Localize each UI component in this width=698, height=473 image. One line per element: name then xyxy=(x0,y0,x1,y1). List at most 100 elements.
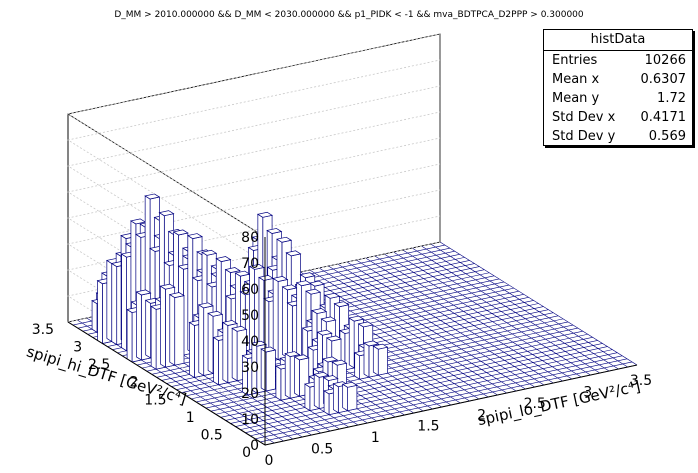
stats-label: Mean x xyxy=(552,72,600,87)
x-tick-label: 3 xyxy=(583,384,592,400)
bar-front-face xyxy=(347,384,358,412)
bar-top-face xyxy=(272,276,289,282)
bar-top-face xyxy=(285,250,302,257)
stats-value: 0.6307 xyxy=(640,72,687,87)
floor-grid-line xyxy=(374,255,573,380)
bar-top-face xyxy=(322,356,339,363)
bar-side-face xyxy=(222,321,229,384)
bar-side-face xyxy=(169,293,176,366)
lego-bar xyxy=(168,292,185,366)
bar-side-face xyxy=(150,305,157,370)
bar-side-face xyxy=(348,317,355,369)
bars-layer xyxy=(91,193,389,416)
bar-side-face xyxy=(354,352,360,380)
bar-top-face xyxy=(333,301,350,308)
z-grid-line xyxy=(66,215,441,420)
y-axis-line xyxy=(67,321,266,446)
x-tick-label: 2.5 xyxy=(524,396,546,412)
bar-side-face xyxy=(145,299,151,359)
bar-top-face xyxy=(144,193,161,200)
bar-side-face xyxy=(160,285,166,368)
bar-top-face xyxy=(357,321,374,328)
x-tick-label: 0 xyxy=(265,453,274,469)
bar-top-face xyxy=(250,340,267,347)
floor-grid-line xyxy=(430,243,628,368)
bar-top-face xyxy=(130,218,147,225)
bar-top-face xyxy=(295,280,312,287)
bar-top-face xyxy=(168,292,185,298)
floor-grid-line xyxy=(365,257,563,382)
z-tick-label: 60 xyxy=(241,282,259,298)
y-tick-label: 3.5 xyxy=(32,322,54,338)
bar-side-face xyxy=(189,321,195,379)
floor-grid-line xyxy=(393,251,591,376)
bar-top-face xyxy=(248,263,265,270)
bar-top-face xyxy=(322,375,339,381)
bar-side-face xyxy=(231,327,238,382)
bar-front-face xyxy=(174,295,185,366)
y-tick-label: 1.5 xyxy=(144,392,166,408)
bar-side-face xyxy=(126,308,133,363)
bar-top-face xyxy=(308,280,325,287)
floor-grid-line xyxy=(439,241,638,366)
floor-grid-line xyxy=(411,247,610,372)
y-tick-label: 3 xyxy=(73,340,82,356)
bar-top-face xyxy=(266,228,283,234)
stats-row-stddev-x: Std Dev x 0.4171 xyxy=(544,108,692,127)
bar-side-face xyxy=(363,342,370,378)
z-tick-label: 80 xyxy=(241,230,259,246)
bar-top-face xyxy=(207,310,224,317)
bar-side-face xyxy=(323,390,330,416)
y-tick-label: 2.5 xyxy=(88,357,110,373)
bar-top-face xyxy=(276,236,293,243)
bar-top-face xyxy=(221,320,238,326)
floor-grid-line xyxy=(384,253,582,378)
bar-side-face xyxy=(272,277,279,361)
stats-value: 0.4171 xyxy=(640,110,687,125)
x-tick-label: 3.5 xyxy=(630,373,652,389)
z-tick-label: 10 xyxy=(241,412,259,428)
z-grid-line xyxy=(66,33,441,238)
stats-row-mean-x: Mean x 0.6307 xyxy=(544,70,692,89)
bar-side-face xyxy=(121,253,127,352)
bar-top-face xyxy=(372,343,389,350)
floor-grid-line xyxy=(318,267,517,392)
bar-top-face xyxy=(363,340,380,347)
floor-grid-line xyxy=(328,265,526,390)
bar-side-face xyxy=(284,352,291,399)
stats-label: Std Dev y xyxy=(552,129,616,144)
z-tick-label: 20 xyxy=(241,386,259,402)
bar-side-face xyxy=(275,365,282,401)
bar-side-face xyxy=(282,286,288,359)
bar-top-face xyxy=(325,335,342,342)
y-tick-label: 0.5 xyxy=(201,427,223,443)
floor-grid-line xyxy=(402,249,600,374)
bar-top-face xyxy=(172,229,189,236)
bar-top-face xyxy=(305,288,322,295)
bar-top-face xyxy=(234,270,251,277)
bar-top-face xyxy=(311,308,328,314)
x-tick-label: 2 xyxy=(477,407,486,423)
floor-grid-line xyxy=(356,259,554,384)
floor-grid-line xyxy=(309,269,507,394)
floor-grid-line xyxy=(421,245,619,370)
bar-top-face xyxy=(201,249,218,256)
bar-side-face xyxy=(304,383,311,412)
lego-bar xyxy=(341,381,358,412)
bar-side-face xyxy=(136,291,142,361)
z-tick-label: 70 xyxy=(241,256,259,272)
bar-top-face xyxy=(299,272,316,279)
bar-top-face xyxy=(135,289,152,296)
stats-box: histData Entries 10266 Mean x 0.6307 Mean … xyxy=(543,29,693,146)
bar-side-face xyxy=(91,299,98,333)
y-tick-label: 1 xyxy=(186,410,195,426)
x-tick-label: 0.5 xyxy=(311,442,333,458)
bar-top-face xyxy=(324,292,341,299)
bar-side-face xyxy=(207,312,214,375)
z-grid-line xyxy=(66,59,441,264)
stats-value: 1.72 xyxy=(657,91,686,106)
stats-row-entries: Entries 10266 xyxy=(544,51,692,70)
bar-top-face xyxy=(293,354,310,361)
x-tick-label: 1 xyxy=(371,430,380,446)
